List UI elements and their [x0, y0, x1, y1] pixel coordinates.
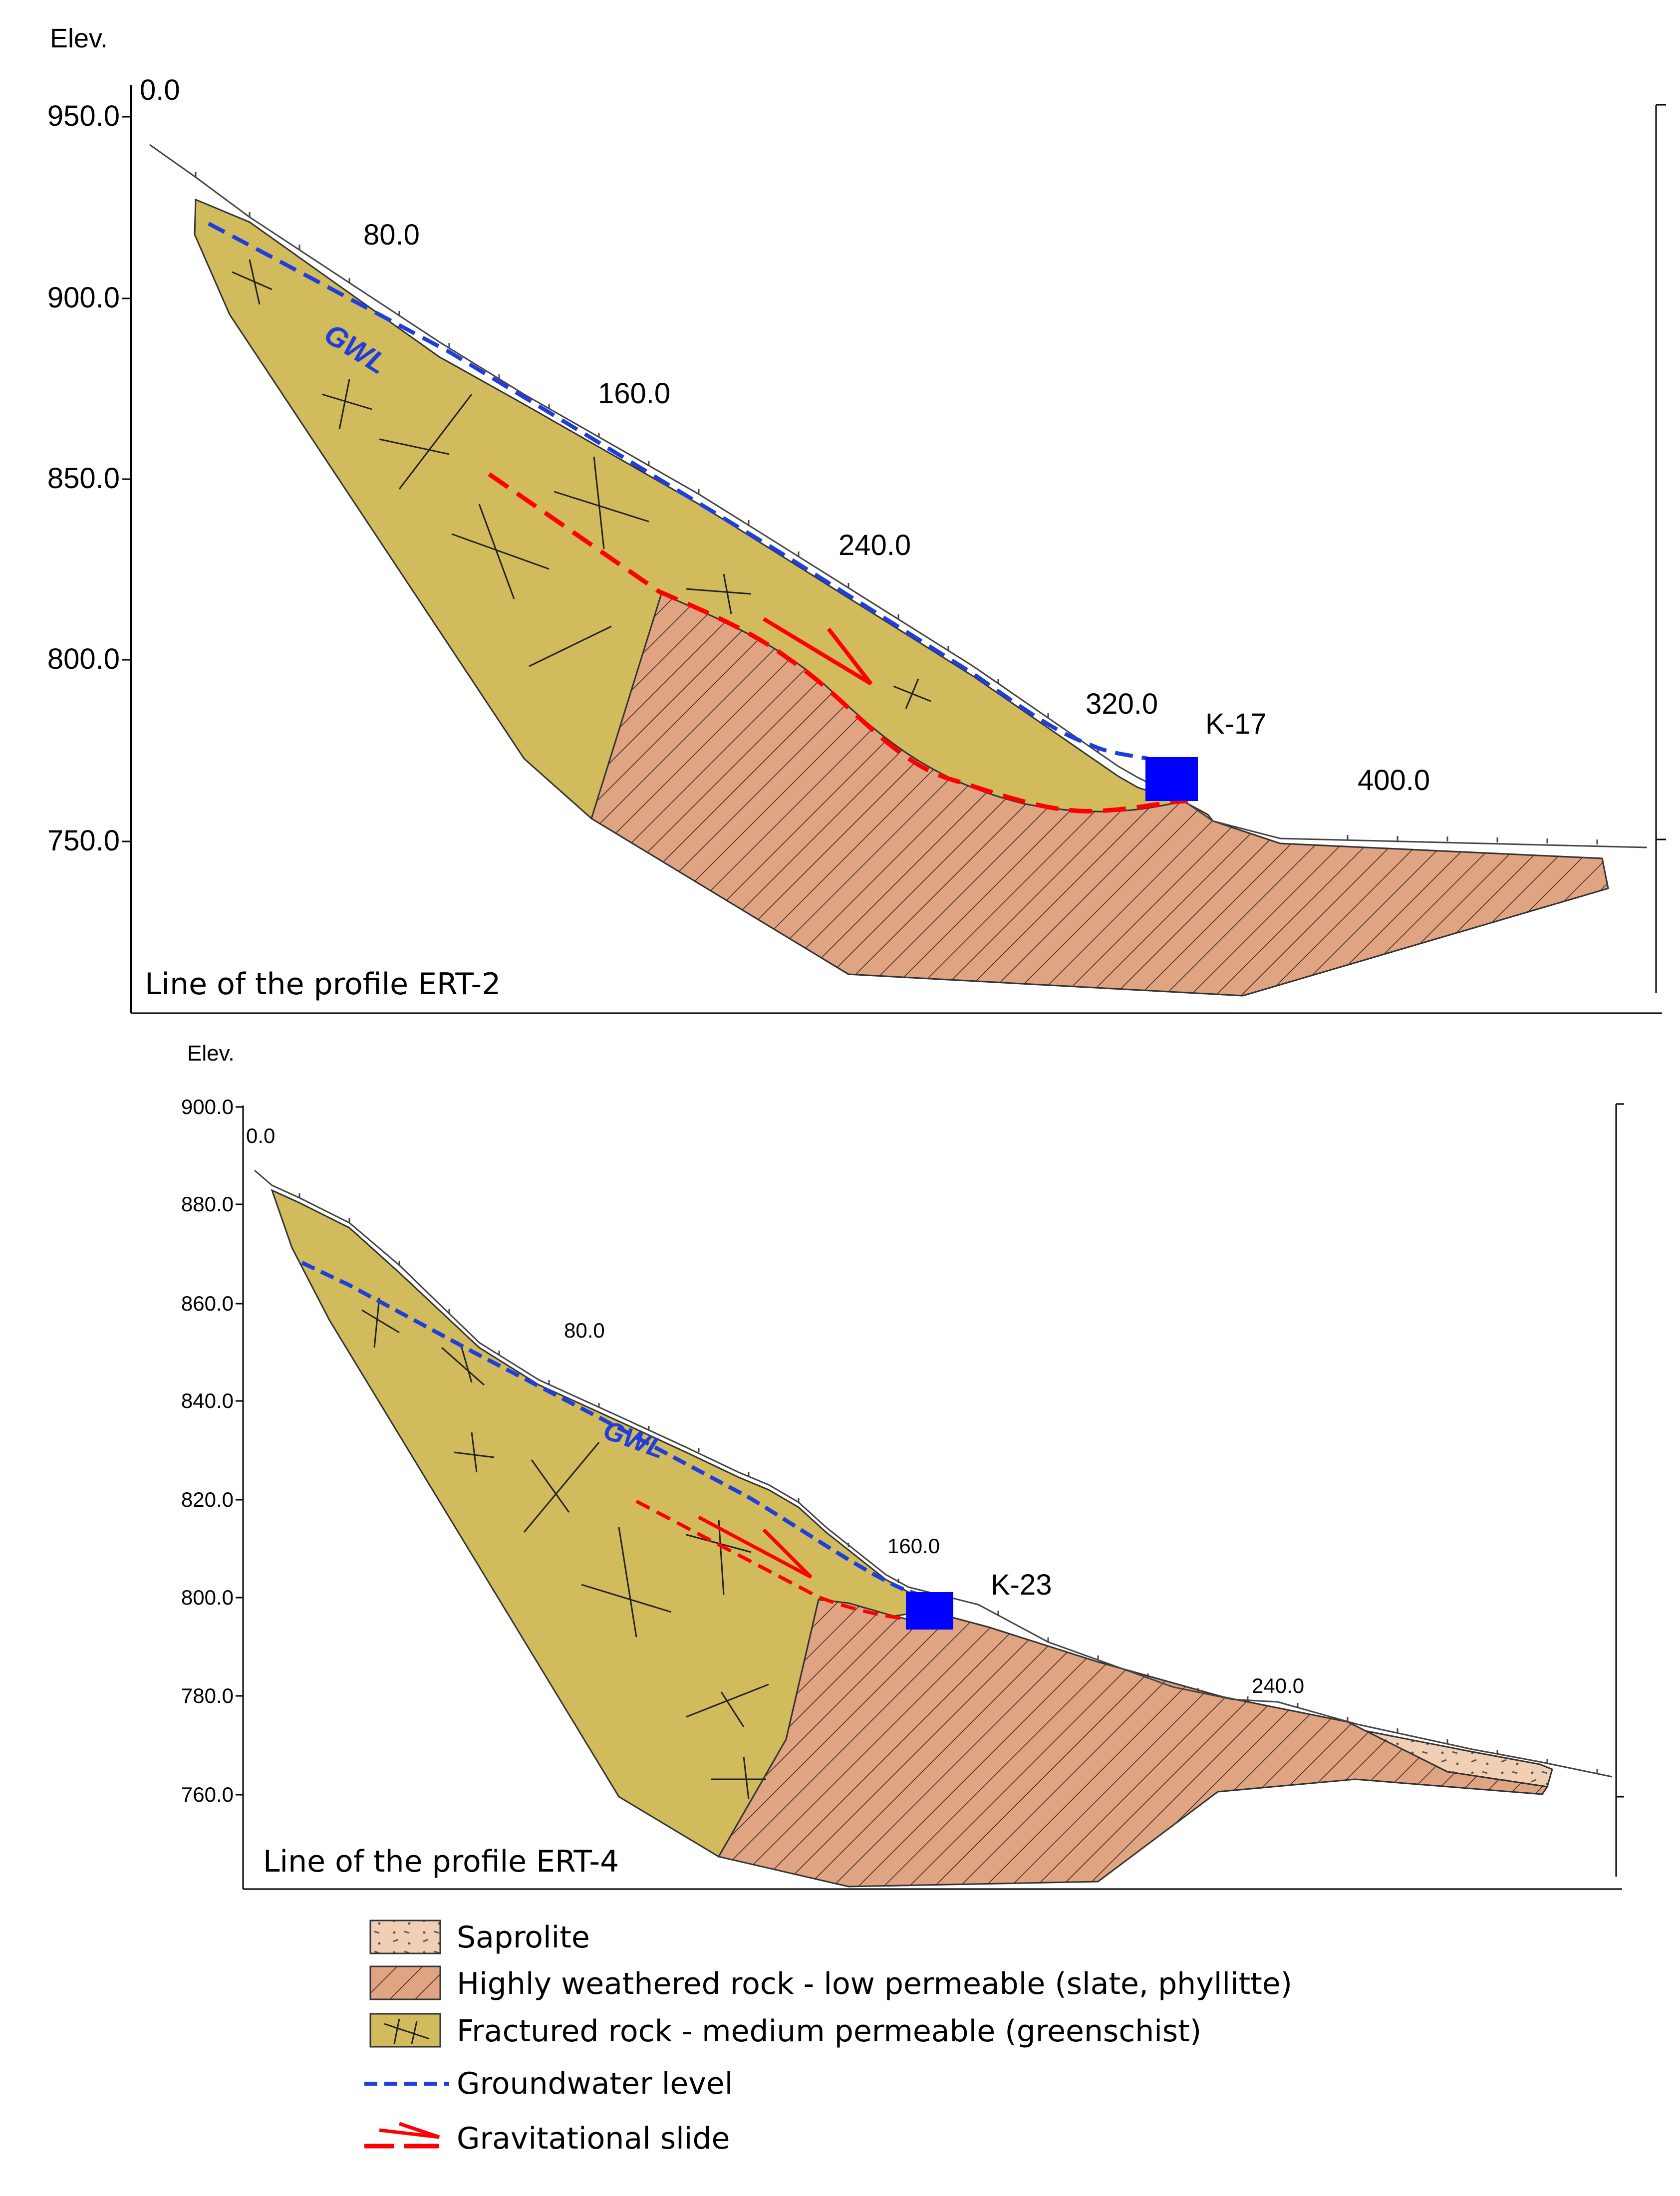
- fracture-mark: [249, 259, 261, 305]
- slide-arrow-1: [762, 617, 873, 686]
- fracture-symbols-1: [232, 259, 931, 709]
- x-label: 0.0: [140, 74, 180, 106]
- y-tick-label: 860.0: [181, 1292, 234, 1315]
- fracture-mark: [361, 1309, 400, 1334]
- fracture-mark: [529, 625, 612, 667]
- x-label: 80.0: [363, 219, 420, 251]
- fracture-mark: [905, 678, 919, 709]
- fracture-mark: [686, 588, 752, 595]
- fracture-mark: [471, 1432, 478, 1473]
- x-label: 400.0: [1358, 764, 1430, 797]
- profile-ert4: Elev. 900.0 880.0 860.0 840.0 820.0 800.…: [181, 1041, 1624, 1890]
- fracture-mark: [441, 1347, 485, 1386]
- fracture-mark: [478, 504, 515, 599]
- profile-caption-2: Line of the profile ERT-4: [263, 1844, 619, 1879]
- x-label: 80.0: [564, 1319, 605, 1342]
- legend-label-slide: Gravitational slide: [457, 2121, 730, 2156]
- y-tick-label: 900.0: [181, 1095, 234, 1118]
- y-axis-1: 950.0 900.0 850.0 800.0 750.0: [47, 100, 131, 857]
- y-tick-label: 820.0: [181, 1488, 234, 1511]
- fracture-mark: [743, 1756, 750, 1800]
- fracture-mark: [593, 456, 605, 549]
- fracture-mark: [723, 573, 732, 614]
- profile-caption-1: Line of the profile ERT-2: [145, 967, 501, 1002]
- legend-symbol-slide: [364, 2122, 440, 2149]
- legend-fracture-symbol: [384, 2018, 430, 2044]
- ground-surface-ticks-1: [195, 172, 1598, 844]
- fracture-mark: [523, 1442, 600, 1533]
- legend-label-groundwater: Groundwater level: [457, 2066, 733, 2101]
- fracture-mark: [531, 1459, 570, 1513]
- fracture-symbols-2: [361, 1297, 769, 1800]
- ground-surface-1: [149, 144, 1648, 848]
- elev-label-1: Elev.: [50, 23, 108, 53]
- x-label: 240.0: [839, 529, 911, 561]
- slide-line-2: [635, 1499, 914, 1622]
- fracture-mark: [581, 1584, 672, 1613]
- fracture-mark: [393, 2018, 400, 2044]
- y-tick-label: 780.0: [181, 1684, 234, 1707]
- y-tick-label: 750.0: [47, 824, 120, 857]
- fracture-mark: [461, 1347, 473, 1383]
- ground-surface-ticks-2: [298, 1193, 1598, 1774]
- legend: Saprolite Highly weathered rock - low pe…: [364, 1920, 1292, 2156]
- fracture-mark: [554, 491, 649, 523]
- fracture-mark: [379, 438, 450, 455]
- fracture-mark: [411, 2021, 418, 2044]
- legend-label-fractured: Fractured rock - medium permeable (green…: [457, 2014, 1201, 2049]
- fracture-mark: [338, 379, 350, 430]
- fracture-mark: [398, 394, 473, 490]
- slide-line-1: [488, 472, 1188, 814]
- borehole-k17: [1145, 757, 1198, 801]
- x-label: 320.0: [1086, 688, 1158, 720]
- y-tick-label: 950.0: [47, 100, 120, 132]
- borehole-label-2: K-23: [991, 1569, 1052, 1601]
- legend-label-saprolite: Saprolite: [457, 1920, 590, 1955]
- fracture-mark: [718, 1519, 725, 1595]
- fracture-mark: [451, 533, 550, 570]
- x-label: 160.0: [887, 1534, 940, 1558]
- y-tick-label: 800.0: [47, 643, 120, 675]
- slide-arrow-2: [698, 1515, 813, 1579]
- y-tick-label: 900.0: [47, 281, 120, 314]
- x-label: 160.0: [598, 377, 670, 410]
- borehole-label-1: K-17: [1205, 708, 1267, 740]
- y-tick-label: 800.0: [181, 1586, 234, 1609]
- profile-ert2: Elev. 950.0 900.0 850.0 800.0 750.0: [47, 23, 1666, 1014]
- fracture-mark: [720, 1691, 745, 1727]
- y-tick-label: 760.0: [181, 1783, 234, 1806]
- x-label: 240.0: [1252, 1674, 1304, 1697]
- elev-label-2: Elev.: [187, 1041, 235, 1066]
- fracture-mark: [373, 1297, 380, 1348]
- fracture-mark: [384, 2023, 430, 2040]
- borehole-k23: [906, 1592, 953, 1630]
- legend-swatch-weathered: [369, 1965, 441, 2000]
- slide-arrow-head: [379, 2122, 440, 2139]
- legend-label-weathered: Highly weathered rock - low permeable (s…: [457, 1966, 1292, 2001]
- fracture-mark: [232, 271, 273, 290]
- fracture-mark: [321, 393, 372, 410]
- y-tick-label: 840.0: [181, 1389, 234, 1412]
- y-tick-label: 850.0: [47, 462, 120, 495]
- fracture-mark: [618, 1527, 637, 1638]
- x-label: 0.0: [246, 1124, 275, 1147]
- y-axis-2: 900.0 880.0 860.0 840.0 820.0 800.0 780.…: [181, 1095, 243, 1806]
- groundwater-line-1: [208, 222, 1148, 761]
- legend-swatch-saprolite: [369, 1920, 441, 1954]
- y-tick-label: 880.0: [181, 1192, 234, 1216]
